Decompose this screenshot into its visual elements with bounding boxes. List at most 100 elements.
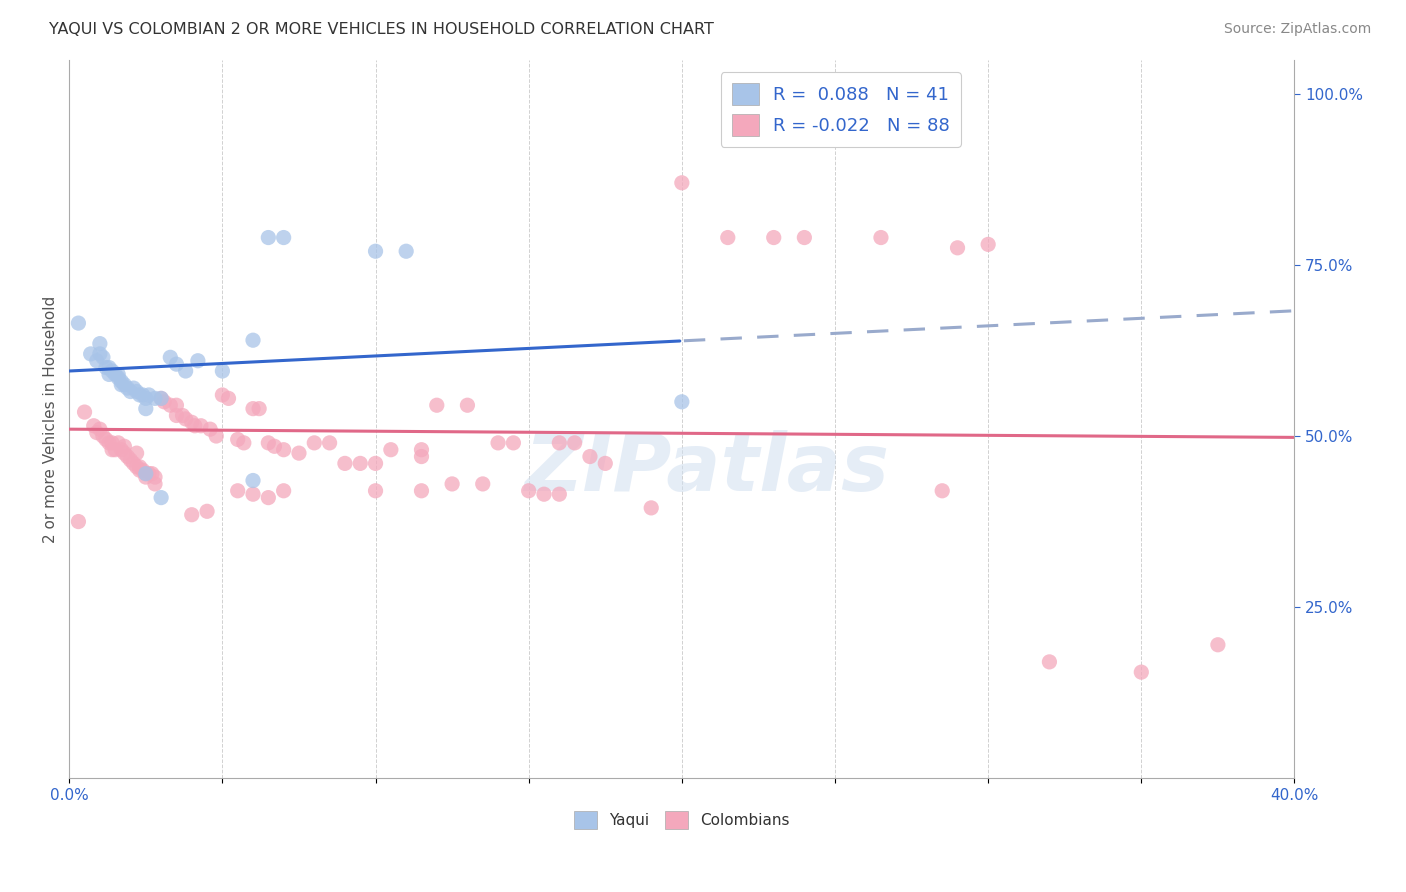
- Point: [456, 398, 478, 412]
- Point: [94, 433, 117, 447]
- Point: [564, 435, 586, 450]
- Point: [159, 351, 181, 365]
- Point: [257, 491, 280, 505]
- Point: [184, 418, 207, 433]
- Point: [141, 467, 163, 481]
- Point: [165, 357, 187, 371]
- Point: [150, 392, 173, 406]
- Point: [211, 388, 233, 402]
- Point: [671, 394, 693, 409]
- Point: [242, 474, 264, 488]
- Point: [205, 429, 228, 443]
- Point: [125, 446, 148, 460]
- Point: [91, 429, 114, 443]
- Point: [143, 477, 166, 491]
- Point: [132, 388, 155, 402]
- Point: [174, 412, 197, 426]
- Point: [110, 374, 132, 388]
- Point: [1206, 638, 1229, 652]
- Point: [94, 360, 117, 375]
- Y-axis label: 2 or more Vehicles in Household: 2 or more Vehicles in Household: [44, 295, 58, 542]
- Point: [211, 364, 233, 378]
- Point: [104, 368, 127, 382]
- Point: [128, 463, 150, 477]
- Point: [226, 483, 249, 498]
- Point: [117, 381, 139, 395]
- Point: [107, 371, 129, 385]
- Point: [110, 442, 132, 457]
- Point: [411, 450, 433, 464]
- Point: [717, 230, 740, 244]
- Point: [132, 463, 155, 477]
- Point: [135, 392, 157, 406]
- Point: [135, 470, 157, 484]
- Point: [89, 422, 111, 436]
- Text: YAQUI VS COLOMBIAN 2 OR MORE VEHICLES IN HOUSEHOLD CORRELATION CHART: YAQUI VS COLOMBIAN 2 OR MORE VEHICLES IN…: [49, 22, 714, 37]
- Point: [107, 435, 129, 450]
- Point: [471, 477, 494, 491]
- Point: [242, 333, 264, 347]
- Point: [83, 418, 105, 433]
- Point: [502, 435, 524, 450]
- Point: [288, 446, 311, 460]
- Point: [98, 360, 121, 375]
- Point: [101, 442, 124, 457]
- Point: [187, 353, 209, 368]
- Point: [86, 425, 108, 440]
- Point: [977, 237, 1000, 252]
- Point: [247, 401, 270, 416]
- Point: [232, 435, 254, 450]
- Point: [441, 477, 464, 491]
- Point: [143, 470, 166, 484]
- Point: [946, 241, 969, 255]
- Point: [138, 467, 160, 481]
- Point: [190, 418, 212, 433]
- Point: [180, 508, 202, 522]
- Point: [174, 364, 197, 378]
- Point: [364, 457, 387, 471]
- Point: [195, 504, 218, 518]
- Point: [89, 347, 111, 361]
- Point: [870, 230, 893, 244]
- Point: [226, 433, 249, 447]
- Point: [153, 394, 176, 409]
- Point: [579, 450, 602, 464]
- Point: [135, 467, 157, 481]
- Point: [486, 435, 509, 450]
- Point: [98, 435, 121, 450]
- Point: [793, 230, 815, 244]
- Point: [117, 450, 139, 464]
- Point: [548, 435, 571, 450]
- Point: [364, 483, 387, 498]
- Point: [931, 483, 953, 498]
- Point: [318, 435, 340, 450]
- Point: [533, 487, 555, 501]
- Point: [218, 392, 240, 406]
- Point: [273, 442, 295, 457]
- Point: [101, 435, 124, 450]
- Point: [263, 439, 285, 453]
- Point: [395, 244, 418, 259]
- Point: [122, 457, 145, 471]
- Point: [150, 491, 173, 505]
- Point: [138, 388, 160, 402]
- Point: [67, 316, 90, 330]
- Point: [165, 409, 187, 423]
- Point: [517, 483, 540, 498]
- Point: [110, 377, 132, 392]
- Point: [135, 401, 157, 416]
- Point: [89, 336, 111, 351]
- Point: [1130, 665, 1153, 680]
- Point: [128, 388, 150, 402]
- Point: [165, 398, 187, 412]
- Point: [112, 439, 135, 453]
- Point: [112, 446, 135, 460]
- Point: [67, 515, 90, 529]
- Point: [112, 377, 135, 392]
- Point: [762, 230, 785, 244]
- Point: [159, 398, 181, 412]
- Point: [671, 176, 693, 190]
- Point: [86, 353, 108, 368]
- Text: Source: ZipAtlas.com: Source: ZipAtlas.com: [1223, 22, 1371, 37]
- Point: [257, 435, 280, 450]
